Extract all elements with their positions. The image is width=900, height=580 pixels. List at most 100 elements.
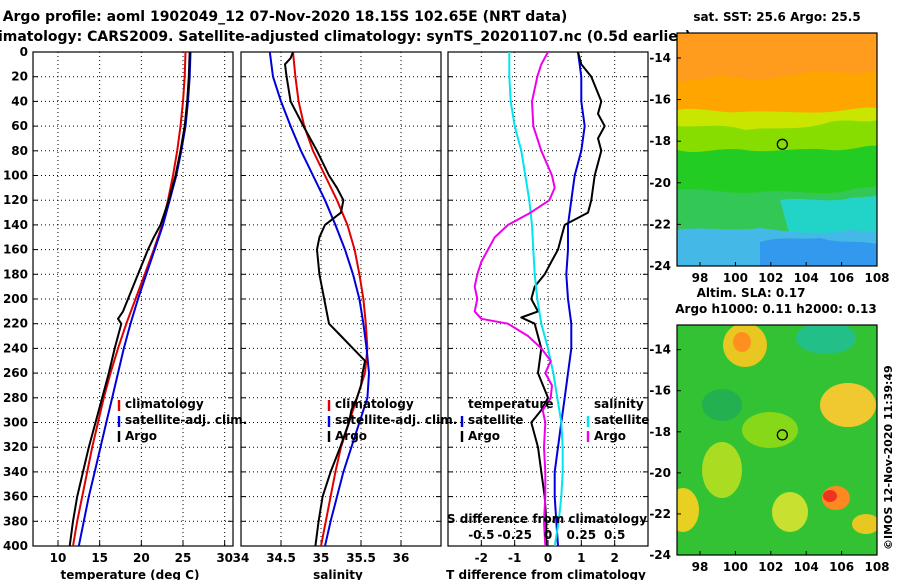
s-diff-tick-label: 0.25 bbox=[567, 528, 597, 542]
series-salinity-argo bbox=[473, 52, 556, 546]
latitude-tick-label: -22 bbox=[649, 507, 671, 521]
salinity-legend: climatology satellite-adj. clim. Argo bbox=[327, 397, 457, 443]
legend-t-satellite: satellite bbox=[468, 413, 523, 427]
legend-satellite: satellite-adj. clim. bbox=[335, 413, 457, 427]
latitude-tick-label: -24 bbox=[649, 259, 671, 273]
depth-tick-label: 140 bbox=[3, 218, 28, 232]
depth-tick-label: 280 bbox=[3, 391, 28, 405]
sla-title-line-2: Argo h1000: 0.11 h2000: 0.13 bbox=[675, 302, 876, 316]
sst-band-warm bbox=[677, 33, 877, 82]
depth-tick-label: 220 bbox=[3, 317, 28, 331]
title-line-1: Argo profile: aoml 1902049_12 07-Nov-202… bbox=[3, 9, 568, 25]
legend-temperature-title: temperature bbox=[468, 397, 553, 411]
x-tick-label: 20 bbox=[133, 551, 150, 565]
x-tick-label: 2 bbox=[610, 551, 618, 565]
x-tick-label: 34.5 bbox=[266, 551, 296, 565]
x-tick-label: 36 bbox=[393, 551, 410, 565]
longitude-tick-label: 104 bbox=[794, 271, 819, 285]
sst-map bbox=[677, 33, 877, 266]
difference-legend: temperature satellite Argo salinity sate… bbox=[460, 397, 649, 443]
sla-title-line-1: Altim. SLA: 0.17 bbox=[697, 286, 806, 300]
latitude-tick-label: -18 bbox=[649, 134, 671, 148]
depth-tick-label: 40 bbox=[11, 94, 28, 108]
temperature-legend: climatology satellite-adj. clim. Argo bbox=[117, 397, 247, 443]
difference-x-tick-labels: -2 -1 0 1 2 bbox=[475, 551, 619, 565]
sla-latitude-labels: -14 -16 -18 -20 -22 -24 bbox=[649, 343, 681, 562]
x-tick-label: 35.5 bbox=[346, 551, 376, 565]
depth-tick-label: 320 bbox=[3, 440, 28, 454]
latitude-tick-label: -24 bbox=[649, 548, 671, 562]
temperature-axis-title: temperature (deg C) bbox=[61, 568, 200, 580]
legend-s-argo: Argo bbox=[594, 429, 626, 443]
sla-argo-marker bbox=[776, 429, 788, 441]
depth-tick-label: 360 bbox=[3, 490, 28, 504]
sla-blob-red bbox=[823, 490, 837, 502]
depth-tick-label: 0 bbox=[20, 45, 28, 59]
sla-longitude-labels: 98 100 102 104 106 108 bbox=[692, 551, 890, 574]
x-tick-label: 34 bbox=[233, 551, 250, 565]
s-diff-tick-label: 0.5 bbox=[604, 528, 625, 542]
salinity-diff-tick-labels: -0.5 -0.25 0 0.25 0.5 bbox=[468, 528, 625, 542]
longitude-tick-label: 102 bbox=[758, 271, 783, 285]
sla-blob-yellow bbox=[772, 492, 808, 532]
sla-blob-yellow bbox=[852, 514, 877, 534]
latitude-tick-label: -14 bbox=[649, 343, 671, 357]
longitude-tick-label: 106 bbox=[829, 560, 854, 574]
depth-tick-label: 100 bbox=[3, 169, 28, 183]
latitude-tick-label: -16 bbox=[649, 384, 671, 398]
longitude-tick-label: 108 bbox=[864, 560, 889, 574]
longitude-tick-label: 102 bbox=[758, 560, 783, 574]
depth-tick-label: 400 bbox=[3, 539, 28, 553]
series-salinity-satellite bbox=[508, 52, 564, 546]
title-line-2: Climatology: CARS2009. Satellite-adjuste… bbox=[0, 29, 691, 45]
sla-blob-yellow bbox=[820, 383, 876, 427]
latitude-tick-label: -20 bbox=[649, 466, 671, 480]
sst-frame bbox=[676, 32, 878, 267]
temperature-series bbox=[68, 52, 192, 546]
latitude-tick-label: -22 bbox=[649, 217, 671, 231]
depth-tick-label: 60 bbox=[11, 119, 28, 133]
legend-climatology: climatology bbox=[125, 397, 204, 411]
sst-band-blue bbox=[760, 238, 877, 266]
sst-longitude-labels: 98 100 102 104 106 108 bbox=[692, 262, 890, 285]
sla-frame bbox=[676, 324, 878, 556]
s-difference-axis-title: S difference from climatology bbox=[447, 512, 647, 526]
longitude-tick-label: 100 bbox=[723, 271, 748, 285]
x-tick-label: 35 bbox=[313, 551, 330, 565]
sst-latitude-labels: -14 -16 -18 -20 -22 -24 bbox=[649, 51, 681, 273]
longitude-tick-label: 98 bbox=[692, 271, 709, 285]
sla-blob-deepgreen bbox=[702, 389, 742, 421]
latitude-tick-label: -18 bbox=[649, 425, 671, 439]
legend-climatology: climatology bbox=[335, 397, 414, 411]
sla-blob-yellow bbox=[677, 488, 699, 532]
x-tick-label: 0 bbox=[544, 551, 552, 565]
legend-salinity-title: salinity bbox=[594, 397, 644, 411]
x-tick-label: 15 bbox=[91, 551, 108, 565]
s-diff-tick-label: -0.5 bbox=[468, 528, 494, 542]
longitude-tick-label: 106 bbox=[829, 271, 854, 285]
series-temperature-argo bbox=[520, 52, 606, 546]
latitude-tick-label: -14 bbox=[649, 51, 671, 65]
x-tick-label: 1 bbox=[577, 551, 585, 565]
longitude-tick-label: 104 bbox=[794, 560, 819, 574]
longitude-tick-label: 108 bbox=[864, 271, 889, 285]
temperature-x-tick-labels: 10 15 20 25 30 bbox=[50, 551, 233, 565]
grid-lines bbox=[33, 51, 648, 547]
s-diff-tick-label: -0.25 bbox=[497, 528, 532, 542]
salinity-x-tick-labels: 34 34.5 35 35.5 36 bbox=[233, 551, 410, 565]
legend-s-satellite: satellite bbox=[594, 413, 649, 427]
series-satellite-adj-clim- bbox=[268, 52, 370, 546]
sst-title: sat. SST: 25.6 Argo: 25.5 bbox=[693, 10, 860, 24]
x-tick-label: -2 bbox=[475, 551, 488, 565]
depth-tick-label: 80 bbox=[11, 144, 28, 158]
s-diff-tick-label: 0 bbox=[544, 528, 552, 542]
sla-map bbox=[677, 325, 877, 555]
latitude-tick-label: -20 bbox=[649, 176, 671, 190]
difference-series bbox=[473, 52, 606, 546]
sst-argo-marker bbox=[776, 138, 788, 150]
salinity-series bbox=[268, 52, 370, 546]
legend-argo: Argo bbox=[125, 429, 157, 443]
depth-tick-label: 380 bbox=[3, 514, 28, 528]
legend-argo: Argo bbox=[335, 429, 367, 443]
